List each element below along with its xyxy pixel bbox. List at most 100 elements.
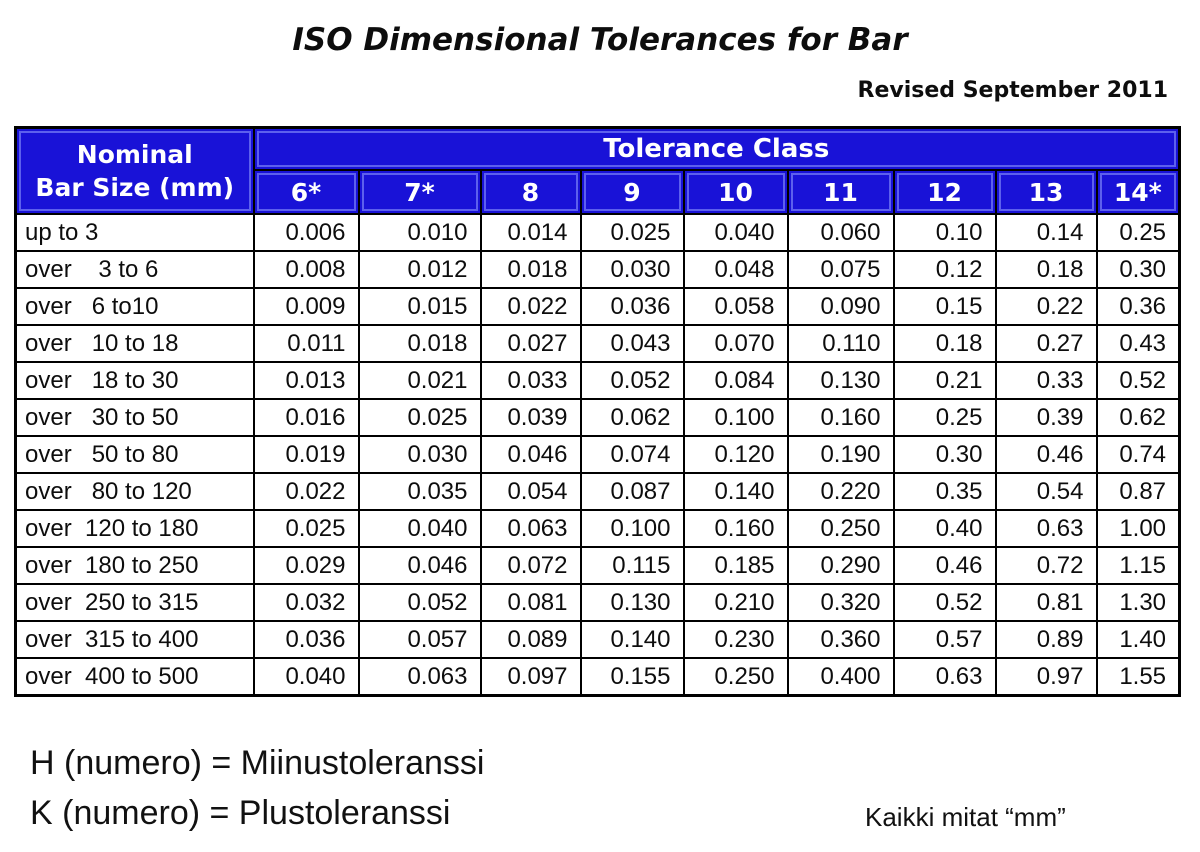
tolerance-value: 0.048 [682,250,789,289]
tolerance-value: 0.63 [892,657,997,697]
tolerance-value: 0.097 [479,657,582,697]
tolerance-value: 0.046 [479,435,582,474]
table-row: over 30 to 50 0.016 0.025 0.039 0.062 0.100 0.… [14,398,1181,437]
tolerance-value: 0.046 [357,546,482,585]
tolerance-value: 0.46 [892,546,997,585]
row-label: over 3 to 6 [14,250,255,289]
tolerance-value: 0.040 [252,657,360,697]
table-row: over 315 to 400 0.036 0.057 0.089 0.140 0.230… [14,620,1181,659]
table-row: over 3 to 6 0.008 0.012 0.018 0.030 0.048 0.07… [14,250,1181,289]
tolerance-value: 0.43 [1095,324,1181,363]
tolerance-value: 0.72 [994,546,1098,585]
tolerance-value: 0.100 [579,509,685,548]
tolerance-value: 0.130 [579,583,685,622]
tolerance-value: 0.25 [1095,213,1181,252]
tolerance-value: 1.30 [1095,583,1181,622]
tolerance-value: 0.027 [479,324,582,363]
tolerance-value: 0.21 [892,361,997,400]
table-row: up to 3 0.006 0.010 0.014 0.025 0.040 0.060 0.1… [14,213,1181,252]
tolerance-value: 0.054 [479,472,582,511]
revision-note: Revised September 2011 [857,78,1168,103]
table-header: Nominal Bar Size (mm) Tolerance Class 6*… [14,126,1181,215]
tolerance-value: 0.25 [892,398,997,437]
tolerance-value: 0.46 [994,435,1098,474]
tolerance-value: 0.018 [357,324,482,363]
tolerance-value: 0.52 [892,583,997,622]
group-header-row: Nominal Bar Size (mm) Tolerance Class [14,126,1181,215]
tolerance-value: 1.40 [1095,620,1181,659]
tolerance-value: 0.400 [786,657,895,697]
tolerance-value: 0.62 [1095,398,1181,437]
tolerance-value: 0.030 [579,250,685,289]
tolerance-value: 0.97 [994,657,1098,697]
tolerance-value: 0.013 [252,361,360,400]
tolerance-value: 0.30 [892,435,997,474]
tolerance-value: 0.040 [357,509,482,548]
table-row: over 50 to 80 0.019 0.030 0.046 0.074 0.120 0.… [14,435,1181,474]
table-body: up to 3 0.006 0.010 0.014 0.025 0.040 0.060 0.1… [14,213,1181,697]
tolerance-value: 0.160 [682,509,789,548]
row-label: over 180 to 250 [14,546,255,585]
tolerance-value: 0.035 [357,472,482,511]
units-note: Kaikki mitat “mm” [865,802,1066,832]
tolerance-value: 0.15 [892,287,997,326]
tolerance-value: 0.54 [994,472,1098,511]
tolerance-value: 0.009 [252,287,360,326]
tolerance-value: 0.36 [1095,287,1181,326]
tolerance-table: Nominal Bar Size (mm) Tolerance Class 6*… [14,126,1182,697]
tolerance-value: 0.063 [479,509,582,548]
tolerance-value: 0.81 [994,583,1098,622]
tolerance-value: 0.63 [994,509,1098,548]
tolerance-value: 0.120 [682,435,789,474]
table-row: over 10 to 18 0.011 0.018 0.027 0.043 0.070 0.… [14,324,1181,363]
tolerance-value: 0.360 [786,620,895,659]
tolerance-value: 0.130 [786,361,895,400]
tolerance-value: 0.110 [786,324,895,363]
column-header-row: 6* 7* 8 9 10 11 12 13 14* [16,169,1181,215]
tolerance-value: 0.185 [682,546,789,585]
column-header: 13 [994,169,1098,215]
column-header: 10 [682,169,789,215]
corner-header: Nominal Bar Size (mm) [14,126,255,215]
tolerance-value: 1.00 [1095,509,1181,548]
row-label: over 80 to 120 [14,472,255,511]
tolerance-value: 0.070 [682,324,789,363]
column-header: 7* [357,169,482,215]
tolerance-value: 0.084 [682,361,789,400]
tolerance-value: 0.012 [357,250,482,289]
tolerance-value: 0.032 [252,583,360,622]
tolerance-value: 0.006 [252,213,360,252]
tolerance-value: 0.22 [994,287,1098,326]
tolerance-value: 0.290 [786,546,895,585]
tolerance-value: 0.036 [252,620,360,659]
tolerance-value: 0.89 [994,620,1098,659]
tolerance-value: 0.230 [682,620,789,659]
row-label: over 18 to 30 [14,361,255,400]
row-label: over 50 to 80 [14,435,255,474]
row-label: up to 3 [14,213,255,252]
tolerance-value: 0.087 [579,472,685,511]
row-label: over 400 to 500 [14,657,255,697]
tolerance-value: 0.060 [786,213,895,252]
tolerance-value: 0.040 [682,213,789,252]
tolerance-value: 0.27 [994,324,1098,363]
tolerance-value: 0.100 [682,398,789,437]
tolerance-value: 0.210 [682,583,789,622]
legend: H (numero) = Miinustoleranssi K (numero)… [30,738,484,838]
tolerance-value: 0.12 [892,250,997,289]
tolerance-value: 0.155 [579,657,685,697]
table-row: over 18 to 30 0.013 0.021 0.033 0.052 0.084 0.… [14,361,1181,400]
tolerance-value: 0.021 [357,361,482,400]
tolerance-value: 0.016 [252,398,360,437]
tolerance-value: 0.025 [579,213,685,252]
tolerance-value: 0.52 [1095,361,1181,400]
tolerance-value: 0.019 [252,435,360,474]
tolerance-value: 0.190 [786,435,895,474]
row-label: over 120 to 180 [14,509,255,548]
tolerance-value: 0.40 [892,509,997,548]
row-label: over 10 to 18 [14,324,255,363]
column-header: 12 [892,169,997,215]
tolerance-value: 1.55 [1095,657,1181,697]
tolerance-value: 0.036 [579,287,685,326]
tolerance-value: 0.008 [252,250,360,289]
